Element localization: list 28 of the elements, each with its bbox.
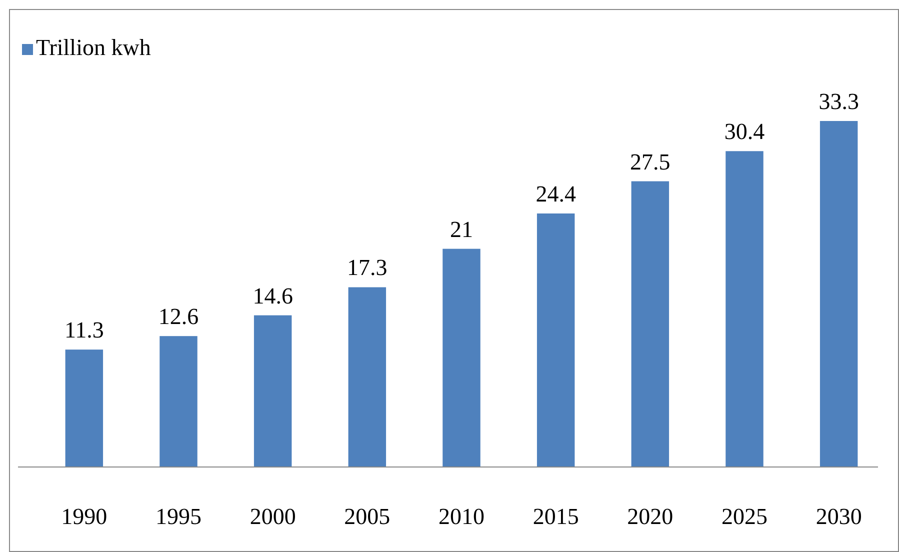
bar (726, 151, 764, 467)
x-tick-label: 1990 (61, 504, 108, 529)
bar (65, 350, 104, 467)
x-tick-label: 1995 (156, 504, 202, 529)
bar (254, 315, 292, 467)
data-label: 30.4 (724, 119, 766, 144)
data-label: 21 (450, 216, 473, 242)
legend-label: Trillion kwh (36, 35, 152, 60)
x-tick-label: 2010 (438, 504, 484, 529)
bar (631, 181, 670, 467)
x-tick-label: 2030 (816, 504, 862, 529)
bar (536, 213, 575, 467)
bar (160, 336, 198, 467)
bar (442, 248, 480, 467)
data-label: 17.3 (347, 255, 388, 280)
bar (348, 287, 386, 467)
x-tick-label: 2025 (722, 504, 768, 529)
data-label: 14.6 (252, 283, 293, 308)
data-label: 33.3 (818, 89, 859, 114)
x-tick-label: 2000 (250, 504, 296, 529)
data-label: 27.5 (630, 149, 670, 174)
data-label: 12.6 (158, 304, 199, 330)
bar (820, 121, 858, 467)
x-tick-label: 2005 (344, 504, 390, 529)
data-label: 24.4 (536, 181, 576, 206)
x-tick-label: 2020 (627, 504, 674, 529)
x-tick-label: 2015 (532, 504, 579, 529)
data-label: 11.3 (64, 318, 104, 343)
